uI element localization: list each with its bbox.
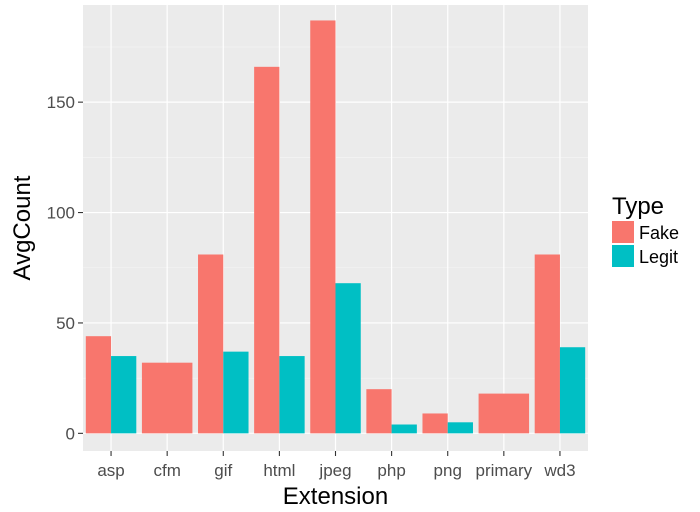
legend-label-legit: Legit: [639, 247, 678, 267]
x-tick-label: primary: [475, 461, 532, 480]
x-tick-label: jpeg: [318, 461, 351, 480]
legend: Type Fake Legit: [612, 193, 679, 267]
y-tick-label: 150: [47, 93, 75, 112]
bar-fake-asp: [85, 336, 112, 434]
legend-key-fake: [612, 221, 634, 243]
y-axis-title: AvgCount: [9, 175, 36, 280]
bar-legit-asp: [111, 356, 137, 434]
x-tick-label: wd3: [543, 461, 575, 480]
bar-legit-png: [447, 422, 473, 434]
x-tick-label: gif: [214, 461, 232, 480]
x-tick-label: asp: [97, 461, 124, 480]
x-tick-label: html: [263, 461, 295, 480]
bar-fake-html: [254, 66, 280, 434]
bar-legit-php: [391, 424, 417, 434]
x-axis-ticks: asp cfm gif html jpeg php png primary wd3: [97, 451, 576, 480]
y-tick-label: 100: [47, 204, 75, 223]
legend-items: Fake Legit: [612, 221, 679, 267]
y-tick-label: 0: [66, 424, 75, 443]
bar-fake-png: [422, 413, 448, 434]
legend-key-legit: [612, 245, 634, 267]
bar-legit-wd3: [559, 347, 586, 434]
x-tick-label: cfm: [153, 461, 180, 480]
bar-fake-jpeg: [310, 20, 336, 434]
bar-fake-php: [366, 389, 392, 434]
bar-fake-cfm: [141, 362, 193, 434]
bars-group: [85, 20, 586, 434]
x-axis-title: Extension: [283, 483, 388, 510]
y-tick-label: 50: [56, 314, 75, 333]
legend-title: Type: [612, 193, 664, 220]
x-tick-label: png: [434, 461, 462, 480]
bar-legit-jpeg: [335, 283, 361, 434]
bar-fake-gif: [198, 254, 224, 434]
bar-legit-html: [279, 356, 305, 434]
x-tick-label: php: [377, 461, 405, 480]
bar-legit-gif: [223, 351, 249, 434]
y-axis-ticks: 0 50 100 150: [47, 93, 83, 443]
bar-fake-primary: [478, 393, 530, 434]
legend-label-fake: Fake: [639, 223, 679, 243]
bar-fake-wd3: [534, 254, 560, 434]
